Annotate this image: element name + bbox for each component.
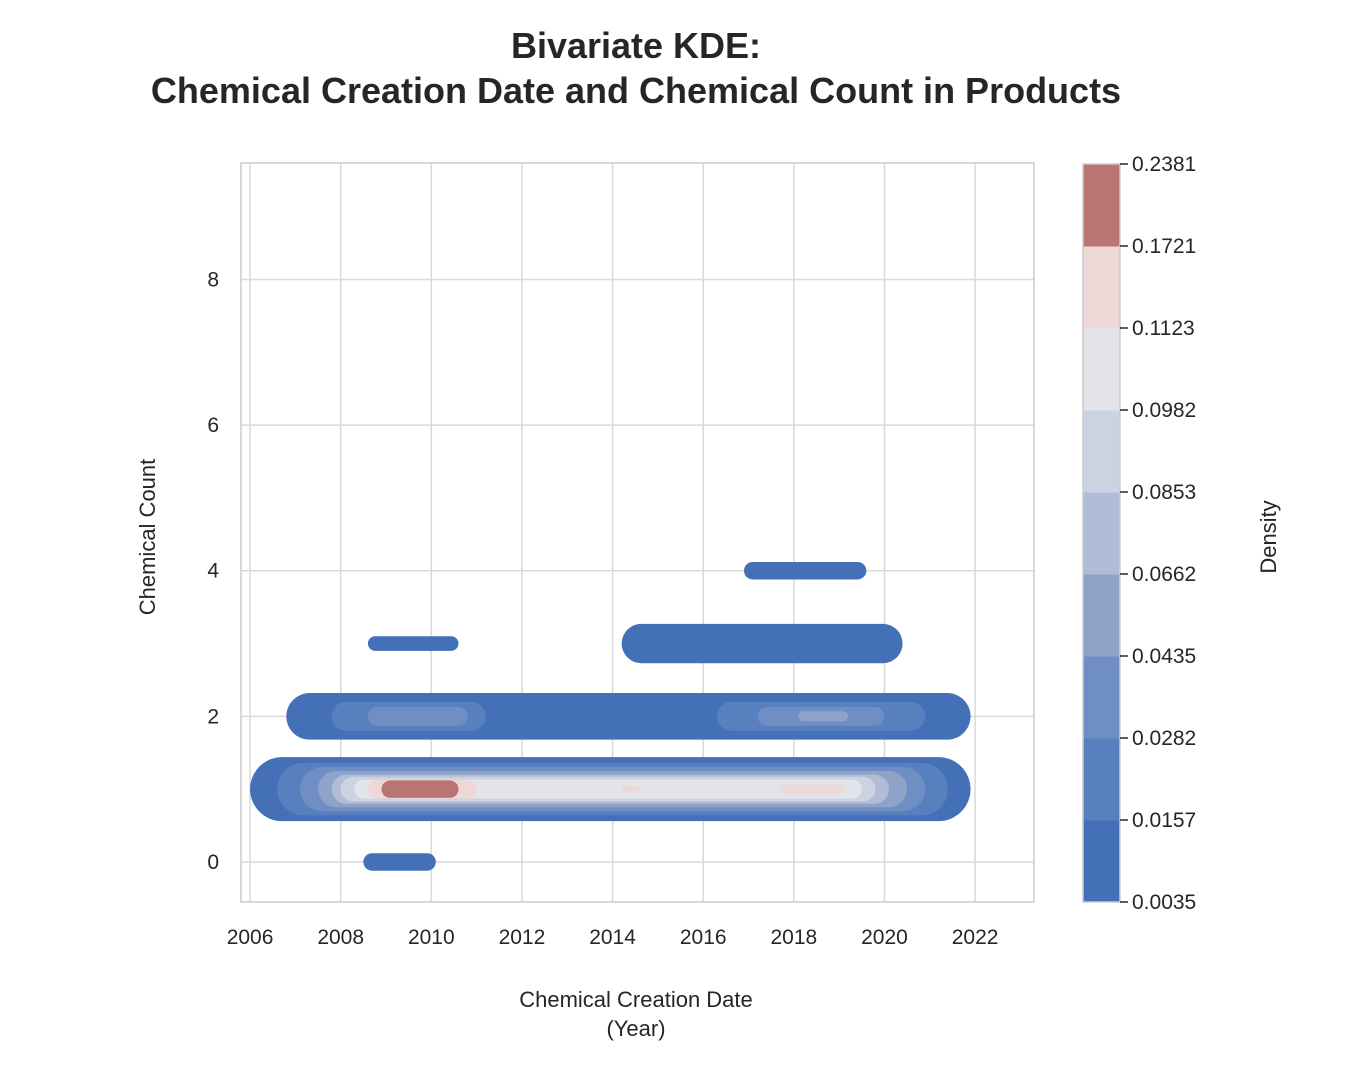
- y-tick-label: 0: [207, 851, 219, 874]
- x-tick-label: 2010: [408, 926, 455, 949]
- density-level-4: [798, 711, 849, 722]
- density-region-count-0: [363, 853, 436, 871]
- y-axis-ticks: 0 2 4 6 8: [207, 268, 219, 873]
- colorbar: 0.0035 0.0157 0.0282 0.0435 0.0662 0.0853 0.09…: [1082, 153, 1196, 914]
- colorbar-label: Density: [1256, 500, 1281, 573]
- density-level-1: [367, 636, 459, 651]
- x-axis-ticks: 2006 2008 2010 2012 2014 2016 2018 2020 2022: [227, 926, 999, 949]
- colorbar-tick-label: 0.0035: [1132, 891, 1196, 914]
- y-tick-label: 2: [207, 705, 219, 728]
- x-tick-label: 2012: [499, 926, 546, 949]
- colorbar-tick-label: 0.0157: [1132, 809, 1196, 832]
- x-axis-label-line-1: Chemical Creation Date: [519, 987, 753, 1012]
- y-axis-label: Chemical Count: [135, 459, 160, 616]
- colorbar-tick-label: 0.2381: [1132, 153, 1196, 176]
- colorbar-tick-label: 0.0662: [1132, 563, 1196, 586]
- colorbar-segment: [1083, 328, 1120, 411]
- chart-title-line-1: Bivariate KDE:: [511, 25, 761, 66]
- colorbar-tick-label: 0.1123: [1132, 317, 1195, 340]
- colorbar-segment: [1083, 574, 1120, 657]
- density-level-8: [780, 784, 844, 794]
- colorbar-segment: [1083, 656, 1120, 739]
- x-axis-label-line-2: (Year): [606, 1016, 665, 1041]
- colorbar-segment: [1083, 820, 1120, 903]
- density-level-1: [621, 623, 903, 664]
- density-level-1: [743, 561, 867, 580]
- x-tick-label: 2022: [952, 926, 999, 949]
- y-tick-label: 4: [207, 560, 219, 583]
- density-region-count-4: [743, 561, 867, 580]
- colorbar-segment: [1083, 164, 1120, 247]
- colorbar-tick-label: 0.0282: [1132, 727, 1196, 750]
- density-level-3: [367, 706, 468, 726]
- density-level-8: [621, 786, 640, 793]
- x-tick-label: 2008: [317, 926, 364, 949]
- plot-frame: [240, 162, 1035, 903]
- colorbar-segment: [1083, 492, 1120, 575]
- colorbar-segment: [1083, 738, 1120, 821]
- colorbar-frame: [1082, 163, 1121, 903]
- y-tick-label: 8: [207, 268, 219, 291]
- density-level-7: [354, 779, 862, 799]
- x-tick-label: 2020: [861, 926, 908, 949]
- density-region-count-2-band: [286, 693, 971, 740]
- chart-title-line-2: Chemical Creation Date and Chemical Coun…: [151, 70, 1121, 111]
- x-tick-label: 2006: [227, 926, 274, 949]
- density-region-count-1-band: [250, 757, 971, 822]
- x-tick-label: 2014: [589, 926, 636, 949]
- colorbar-tick-label: 0.0435: [1132, 645, 1196, 668]
- density-level-9: [381, 780, 459, 798]
- x-tick-label: 2016: [680, 926, 727, 949]
- density-region-count-3-right: [621, 623, 903, 664]
- colorbar-segment: [1083, 246, 1120, 329]
- colorbar-segment: [1083, 410, 1120, 493]
- y-tick-label: 6: [207, 414, 219, 437]
- density-region-count-3-left: [367, 636, 459, 651]
- x-tick-label: 2018: [770, 926, 817, 949]
- colorbar-tick-label: 0.1721: [1132, 235, 1196, 258]
- density-contours: [250, 561, 971, 871]
- density-level-1: [363, 853, 436, 871]
- colorbar-tick-label: 0.0853: [1132, 481, 1196, 504]
- colorbar-tick-label: 0.0982: [1132, 399, 1196, 422]
